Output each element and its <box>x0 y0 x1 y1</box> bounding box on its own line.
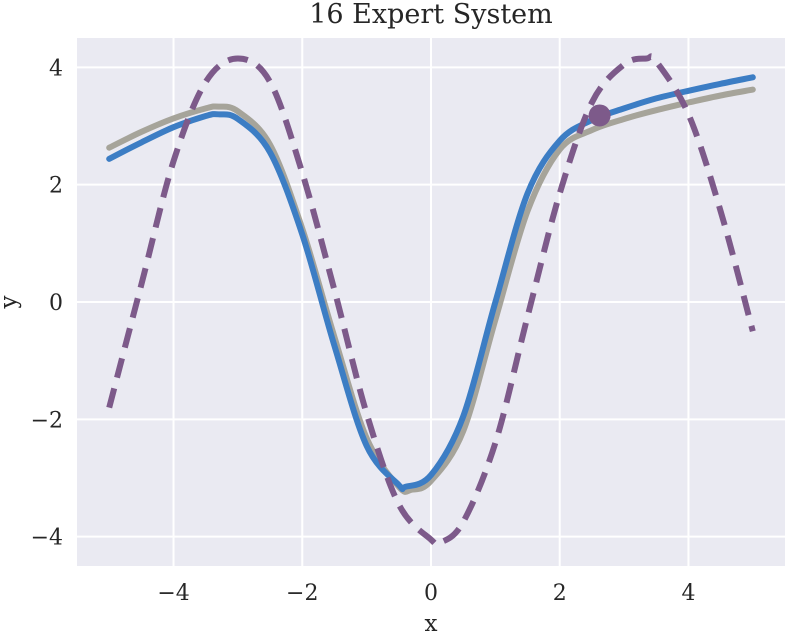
y-axis-label: y <box>0 296 22 310</box>
highlight-point <box>588 104 611 127</box>
x-tick-label: 0 <box>424 581 438 606</box>
x-axis-label: x <box>425 611 438 633</box>
series-line-blue <box>106 74 756 493</box>
y-tick-label: 0 <box>49 291 63 316</box>
marker-layer <box>588 104 611 127</box>
x-tick-label: −4 <box>157 581 189 606</box>
series-lines <box>106 53 756 548</box>
y-tick-label: −4 <box>31 526 63 551</box>
y-tick-label: −2 <box>31 408 63 433</box>
series-line-purple-dashed <box>106 53 756 548</box>
tick-labels: −4 −2 0 2 4 −4 −2 0 2 4 <box>31 56 696 606</box>
chart-title: 16 Expert System <box>309 0 553 30</box>
x-tick-label: −2 <box>286 581 318 606</box>
x-tick-label: 4 <box>681 581 695 606</box>
y-tick-label: 2 <box>49 174 63 199</box>
y-tick-label: 4 <box>49 56 63 81</box>
series-line-gray <box>106 86 756 495</box>
x-tick-label: 2 <box>553 581 567 606</box>
